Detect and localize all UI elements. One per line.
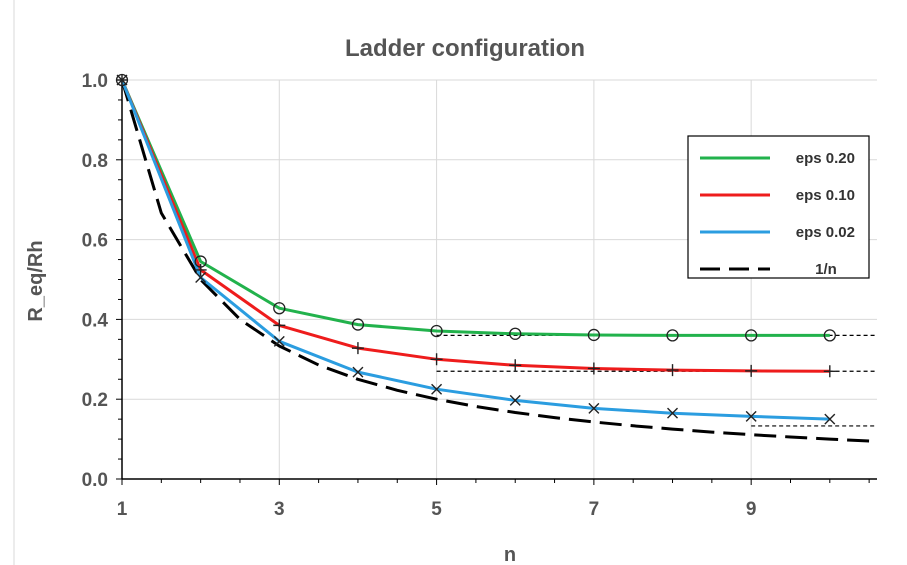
x-axis-label: n xyxy=(504,544,516,565)
series-1-point-5 xyxy=(509,359,522,372)
legend-label-3: 1/n xyxy=(815,261,837,278)
series-0-point-8 xyxy=(745,329,758,342)
series-0-point-2 xyxy=(273,302,286,315)
chart-title: Ladder configuration xyxy=(345,35,585,62)
y-axis-label: R_eq/Rh xyxy=(25,240,47,321)
legend-box xyxy=(687,135,870,279)
x-tick-label-1: 3 xyxy=(274,499,285,520)
x-tick-label-3: 7 xyxy=(589,499,600,520)
series-2-point-4 xyxy=(431,383,443,395)
series-0-point-7 xyxy=(666,329,679,342)
series-1-point-2 xyxy=(273,319,286,332)
legend-label-2: eps 0.02 xyxy=(796,224,855,241)
x-tick-label-0: 1 xyxy=(117,499,128,520)
y-tick-label-2: 0.4 xyxy=(82,310,109,331)
axes xyxy=(116,79,877,485)
series-line-2 xyxy=(120,79,830,421)
series-2-point-6 xyxy=(588,402,600,414)
series-1-point-3 xyxy=(351,342,364,355)
series-0-point-9 xyxy=(823,329,836,342)
series-line-0 xyxy=(120,79,830,337)
series-2-point-8 xyxy=(745,410,757,422)
series-2-point-2 xyxy=(273,335,285,347)
series-2-point-5 xyxy=(509,394,521,406)
series-2-point-0 xyxy=(116,74,128,86)
series-1-point-9 xyxy=(823,365,836,378)
x-tick-label-2: 5 xyxy=(431,499,442,520)
series-0-point-6 xyxy=(587,328,601,342)
series-2-point-3 xyxy=(352,366,364,378)
series-0-point-5 xyxy=(509,327,522,340)
grid-lines xyxy=(122,79,877,479)
y-tick-label-3: 0.6 xyxy=(82,231,108,252)
series-1-point-1 xyxy=(194,263,207,276)
series-0-point-4 xyxy=(430,324,443,338)
series-line-3 xyxy=(120,79,878,443)
series-1-point-6 xyxy=(587,362,600,375)
series-2-point-1 xyxy=(195,272,207,283)
x-tick-label-4: 9 xyxy=(746,499,757,520)
legend-label-1: eps 0.10 xyxy=(796,187,855,204)
series-2-point-9 xyxy=(824,413,836,425)
y-tick-label-0: 0.0 xyxy=(82,470,108,491)
legend: eps 0.20 eps 0.10 eps 0.02 1/n xyxy=(687,135,870,279)
series-1-point-7 xyxy=(666,364,679,377)
legend-label-0: eps 0.20 xyxy=(796,150,855,167)
data-series xyxy=(115,73,878,443)
y-tick-label-5: 1.0 xyxy=(82,71,108,92)
series-2-point-7 xyxy=(667,407,679,419)
tick-labels: 0.0 0.2 0.4 0.6 0.8 1.0 1 3 5 7 9 xyxy=(82,71,757,520)
y-tick-label-1: 0.2 xyxy=(82,390,108,411)
series-0-point-3 xyxy=(351,318,365,331)
series-line-1 xyxy=(120,79,830,373)
series-1-point-8 xyxy=(745,364,758,377)
y-tick-label-4: 0.8 xyxy=(82,151,108,172)
series-1-point-4 xyxy=(430,353,443,366)
